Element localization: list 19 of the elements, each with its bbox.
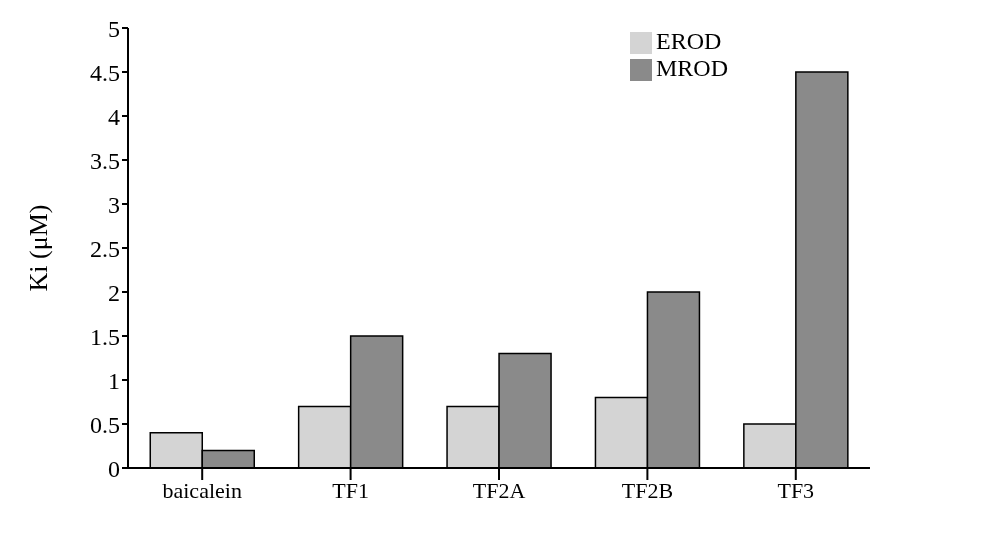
y-tick-label: 4 [108, 103, 120, 130]
x-tick-label: TF2B [621, 477, 674, 503]
y-tick-label: 1 [108, 367, 120, 394]
x-tick-label: TF2A [472, 477, 526, 503]
y-tick-label: 3.5 [90, 147, 120, 174]
x-tick-label: TF1 [332, 477, 369, 503]
y-tick-label: 0 [108, 455, 120, 482]
y-tick-label: 0.5 [90, 411, 120, 438]
y-tick-label: 3 [108, 191, 120, 218]
x-tick-label: TF3 [777, 477, 815, 503]
y-tick-label: 2 [108, 279, 120, 306]
y-tick-label: 4.5 [90, 59, 120, 86]
y-tick-label: 2.5 [90, 235, 120, 262]
y-tick-label: 5 [108, 15, 120, 42]
y-axis-title: Ki (μM) [24, 204, 54, 292]
legend-label: MROD [655, 55, 728, 81]
y-tick-label: 1.5 [90, 323, 120, 350]
x-tick-label: baicalein [162, 477, 242, 503]
legend-label: EROD [655, 28, 722, 54]
